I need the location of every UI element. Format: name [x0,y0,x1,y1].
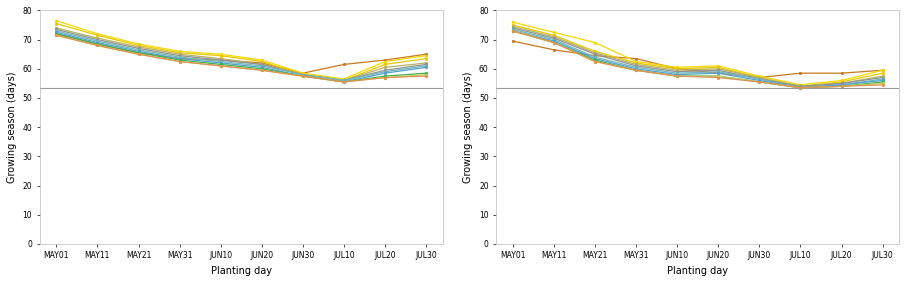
X-axis label: Planting day: Planting day [211,266,272,276]
Y-axis label: Growing season (days): Growing season (days) [7,71,17,183]
Y-axis label: Growing season (days): Growing season (days) [463,71,474,183]
X-axis label: Planting day: Planting day [667,266,728,276]
